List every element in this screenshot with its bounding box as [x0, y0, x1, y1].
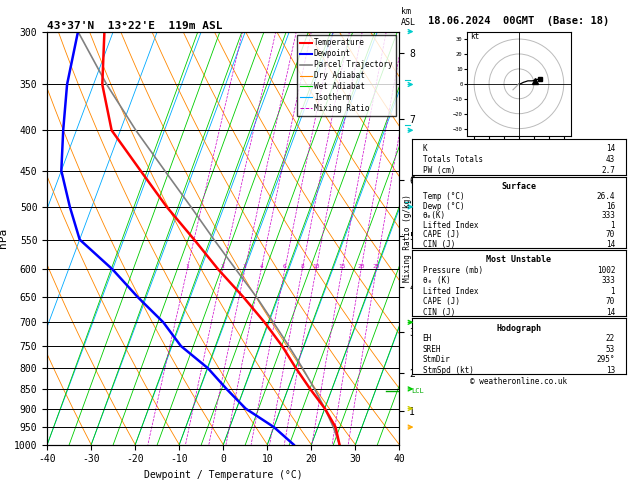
Text: 22: 22 [606, 334, 615, 343]
Text: 10: 10 [313, 264, 320, 269]
Text: StmDir: StmDir [423, 355, 450, 364]
Text: θₑ(K): θₑ(K) [423, 211, 446, 220]
Text: Dewp (°C): Dewp (°C) [423, 202, 464, 210]
Text: 43: 43 [606, 155, 615, 164]
Text: K: K [423, 144, 427, 153]
Legend: Temperature, Dewpoint, Parcel Trajectory, Dry Adiabat, Wet Adiabat, Isotherm, Mi: Temperature, Dewpoint, Parcel Trajectory… [297, 35, 396, 116]
Text: 14: 14 [606, 240, 615, 249]
Text: 18.06.2024  00GMT  (Base: 18): 18.06.2024 00GMT (Base: 18) [428, 16, 610, 26]
Text: Hodograph: Hodograph [496, 324, 542, 332]
Text: 26.4: 26.4 [597, 192, 615, 201]
Text: PW (cm): PW (cm) [423, 166, 455, 175]
Text: 333: 333 [601, 211, 615, 220]
Text: Mixing Ratio (g/kg): Mixing Ratio (g/kg) [403, 194, 411, 282]
X-axis label: Dewpoint / Temperature (°C): Dewpoint / Temperature (°C) [144, 470, 303, 480]
Text: 15: 15 [338, 264, 346, 269]
Text: 333: 333 [601, 277, 615, 285]
Text: 1002: 1002 [597, 266, 615, 275]
Text: 3: 3 [243, 264, 247, 269]
Text: km
ASL: km ASL [401, 7, 416, 27]
Text: 14: 14 [606, 144, 615, 153]
Text: kt: kt [470, 32, 479, 41]
Text: 6: 6 [283, 264, 287, 269]
Text: Lifted Index: Lifted Index [423, 287, 478, 296]
Text: © weatheronline.co.uk: © weatheronline.co.uk [470, 377, 567, 386]
Text: CIN (J): CIN (J) [423, 308, 455, 316]
Text: CAPE (J): CAPE (J) [423, 230, 460, 240]
Text: Lifted Index: Lifted Index [423, 221, 478, 230]
Text: 20: 20 [357, 264, 365, 269]
Text: LCL: LCL [412, 388, 425, 394]
Text: 1: 1 [186, 264, 189, 269]
Text: SREH: SREH [423, 345, 441, 354]
Text: 53: 53 [606, 345, 615, 354]
Text: CIN (J): CIN (J) [423, 240, 455, 249]
Text: 70: 70 [606, 230, 615, 240]
Text: 2: 2 [221, 264, 225, 269]
Text: Surface: Surface [501, 182, 537, 191]
Text: Most Unstable: Most Unstable [486, 256, 552, 264]
Text: 16: 16 [606, 202, 615, 210]
Text: 70: 70 [606, 297, 615, 306]
Text: EH: EH [423, 334, 432, 343]
Text: Pressure (mb): Pressure (mb) [423, 266, 483, 275]
Y-axis label: km
ASL: km ASL [418, 229, 440, 247]
Text: 14: 14 [606, 308, 615, 316]
Text: 1: 1 [611, 221, 615, 230]
Text: 1: 1 [611, 287, 615, 296]
Text: 2.7: 2.7 [601, 166, 615, 175]
Text: 8: 8 [301, 264, 304, 269]
Text: 13: 13 [606, 366, 615, 375]
Text: 295°: 295° [597, 355, 615, 364]
Text: 43°37'N  13°22'E  119m ASL: 43°37'N 13°22'E 119m ASL [47, 21, 223, 31]
Text: Temp (°C): Temp (°C) [423, 192, 464, 201]
Y-axis label: hPa: hPa [0, 228, 8, 248]
Text: 25: 25 [372, 264, 380, 269]
Text: CAPE (J): CAPE (J) [423, 297, 460, 306]
Text: θₑ (K): θₑ (K) [423, 277, 450, 285]
Text: 4: 4 [259, 264, 263, 269]
Text: Totals Totals: Totals Totals [423, 155, 483, 164]
Text: StmSpd (kt): StmSpd (kt) [423, 366, 474, 375]
